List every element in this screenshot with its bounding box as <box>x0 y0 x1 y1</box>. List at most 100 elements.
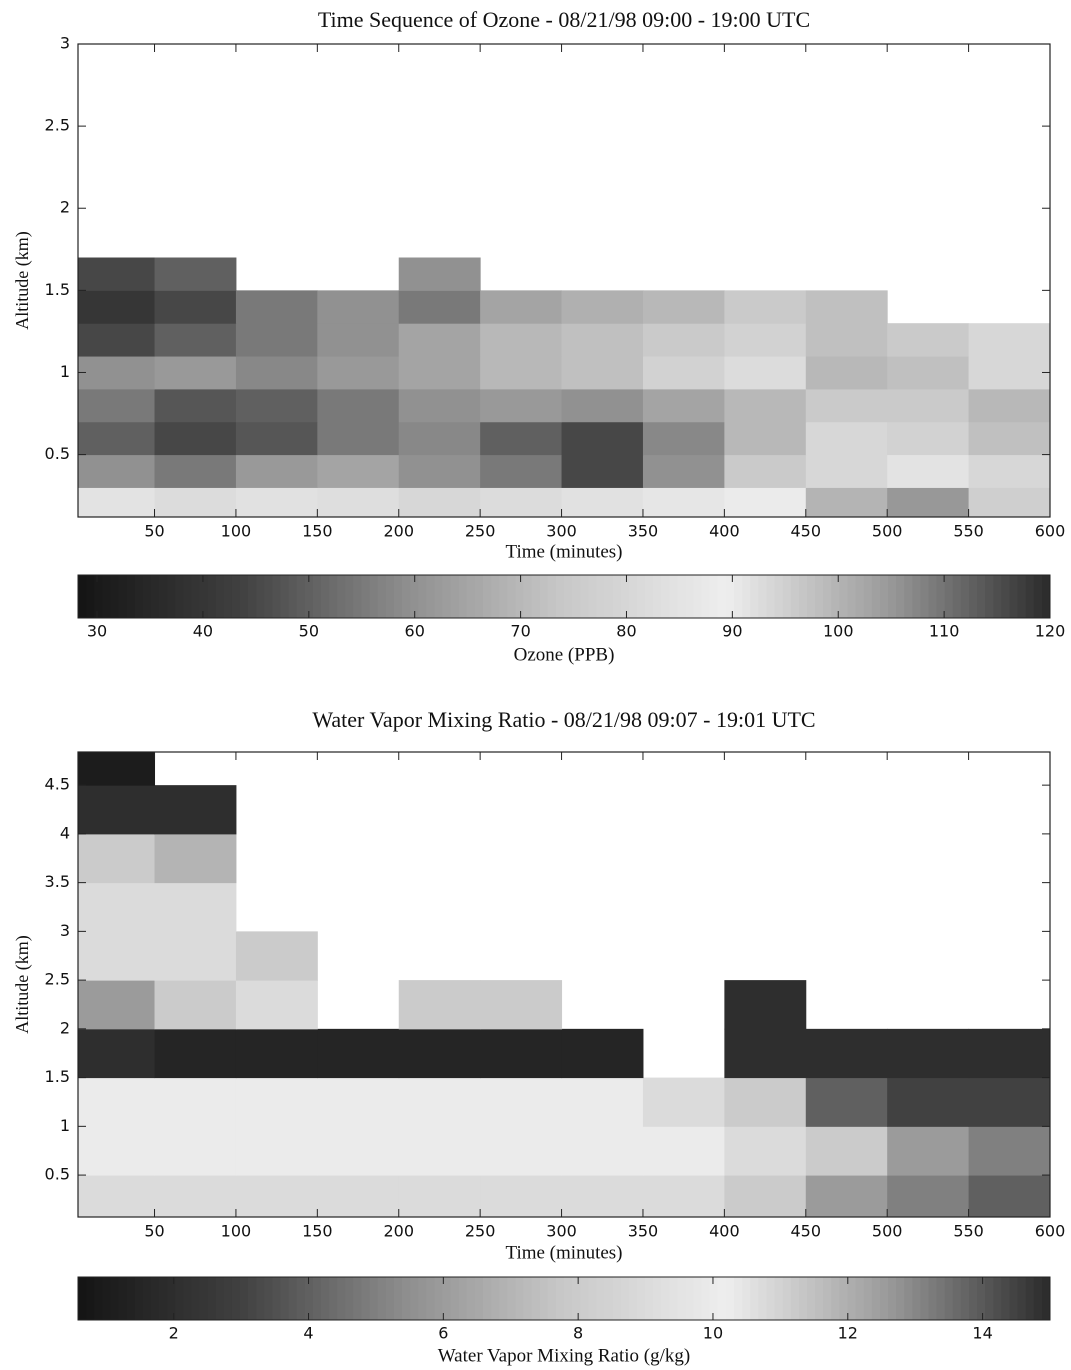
colorbar-segment <box>296 575 306 618</box>
colorbar-tick-label: 14 <box>972 1324 992 1343</box>
y-axis-label: Altitude (km) <box>12 231 33 329</box>
colorbar-segment <box>855 1277 865 1320</box>
colorbar-segment <box>693 1277 703 1320</box>
colorbar-segment <box>1033 1277 1043 1320</box>
heatmap-cell <box>642 487 725 517</box>
colorbar-segment <box>636 575 646 618</box>
y-tick-label: 1 <box>60 1116 70 1135</box>
colorbar-segment <box>831 1277 840 1320</box>
colorbar-segment <box>1001 575 1010 618</box>
x-tick-label: 600 <box>1035 1222 1066 1241</box>
heatmap-cell <box>887 356 970 390</box>
heatmap-cell <box>805 454 888 488</box>
heatmap-cell <box>642 421 725 456</box>
heatmap-cell <box>154 487 237 517</box>
colorbar-segment <box>977 1277 986 1320</box>
heatmap-cell <box>642 454 725 488</box>
chart-title: Water Vapor Mixing Ratio - 08/21/98 09:0… <box>312 707 815 732</box>
colorbar-segment <box>296 1277 306 1320</box>
colorbar-segment <box>661 1277 670 1320</box>
heatmap-cell <box>968 421 1050 456</box>
heatmap-cell <box>642 356 725 390</box>
y-tick-label: 4.5 <box>45 775 70 794</box>
colorbar-segment <box>434 575 443 618</box>
heatmap-cell <box>78 882 156 932</box>
colorbar-segment <box>912 1277 921 1320</box>
colorbar-tick-label: 6 <box>438 1324 448 1343</box>
colorbar-segment <box>337 575 346 618</box>
colorbar-segment <box>337 1277 346 1320</box>
colorbar-segment <box>159 575 168 618</box>
colorbar-segment <box>944 1277 954 1320</box>
colorbar-segment <box>985 1277 994 1320</box>
colorbar-segment <box>385 575 395 618</box>
colorbar-segment <box>321 575 330 618</box>
heatmap-cell <box>78 323 156 357</box>
heatmap-cell <box>317 388 400 423</box>
heatmap-cell <box>235 421 318 456</box>
x-tick-label: 50 <box>144 1222 164 1241</box>
colorbar-segment <box>871 1277 881 1320</box>
x-axis-label: Time (minutes) <box>506 1242 623 1263</box>
colorbar-segment <box>474 1277 484 1320</box>
colorbar-segment <box>1025 1277 1035 1320</box>
colorbar-segment <box>507 575 516 618</box>
colorbar-segment <box>280 1277 290 1320</box>
y-tick-label: 1.5 <box>45 280 70 299</box>
colorbar-segment <box>564 575 573 618</box>
colorbar-segment <box>199 1277 209 1320</box>
x-tick-label: 400 <box>709 522 740 541</box>
colorbar-segment <box>1009 575 1019 618</box>
x-tick-label: 350 <box>628 522 659 541</box>
colorbar-segment <box>564 1277 573 1320</box>
heatmap-cell <box>480 290 563 324</box>
heatmap-cell <box>78 421 156 456</box>
colorbar-segment <box>969 575 978 618</box>
heatmap-cell <box>78 1175 156 1217</box>
heatmap-cell <box>561 356 644 390</box>
y-tick-label: 2 <box>60 198 70 217</box>
heatmap-cell <box>480 1126 563 1176</box>
heatmap-cell <box>235 388 318 423</box>
colorbar-segment <box>831 575 840 618</box>
colorbar-segment <box>896 1277 905 1320</box>
heatmap-cell <box>78 785 156 835</box>
colorbar-segment <box>920 1277 929 1320</box>
colorbar-segment <box>888 1277 897 1320</box>
x-tick-label: 100 <box>221 522 252 541</box>
colorbar-segment <box>960 575 970 618</box>
heatmap-cell <box>398 1175 481 1217</box>
colorbar-segment <box>183 575 192 618</box>
colorbar-segment <box>855 575 865 618</box>
colorbar-segment <box>531 575 541 618</box>
colorbar-segment <box>183 1277 192 1320</box>
heatmap-cell <box>235 980 318 1030</box>
colorbar-segment <box>523 1277 533 1320</box>
heatmap-cell <box>78 454 156 488</box>
colorbar-segment <box>256 575 265 618</box>
colorbar-segment <box>596 575 605 618</box>
colorbar-segment <box>240 575 249 618</box>
colorbar-segment <box>345 575 354 618</box>
colorbar-segment <box>758 1277 767 1320</box>
colorbar-segment <box>620 575 630 618</box>
colorbar-segment <box>515 1277 524 1320</box>
colorbar-segment <box>758 575 767 618</box>
heatmap-cell <box>968 356 1050 390</box>
heatmap-cell <box>642 1175 725 1217</box>
colorbar-segment <box>588 1277 597 1320</box>
heatmap-cell <box>154 785 237 835</box>
plot-frame <box>77 751 1051 1218</box>
x-tick-label: 200 <box>383 1222 414 1241</box>
colorbar-segment <box>167 1277 176 1320</box>
y-tick-label: 4 <box>60 823 70 842</box>
colorbar-segment <box>483 575 492 618</box>
colorbar-segment <box>879 575 889 618</box>
colorbar-tick-label: 30 <box>87 622 107 641</box>
colorbar-segment <box>483 1277 492 1320</box>
heatmap-cell <box>398 1028 481 1079</box>
heatmap-cell <box>887 323 970 357</box>
x-tick-label: 350 <box>628 1222 659 1241</box>
heatmap-cell <box>480 1175 563 1217</box>
colorbar-segment <box>385 1277 395 1320</box>
